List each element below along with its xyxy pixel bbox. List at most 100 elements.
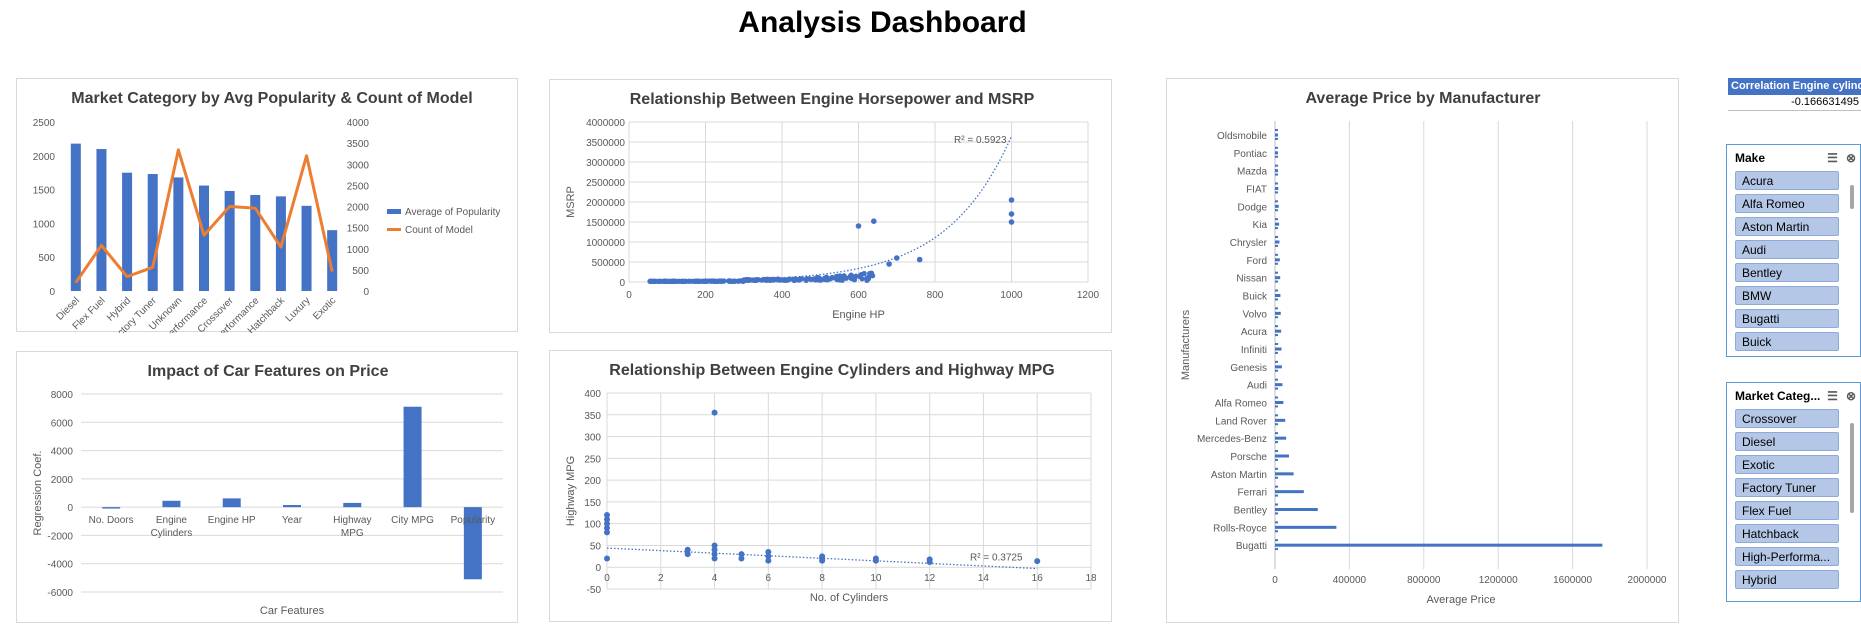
x-tick-label: Luxury: [284, 295, 313, 324]
bar-price-minor: [1275, 530, 1278, 533]
bar-price: [1275, 490, 1304, 494]
bar-price-minor: [1275, 476, 1278, 479]
bar-price-minor: [1275, 325, 1278, 328]
scatter-point: [737, 278, 744, 284]
y-tick-label: 1000: [33, 219, 56, 230]
x-tick-label: 2: [658, 573, 664, 584]
x-tick-label: 400: [774, 290, 791, 301]
scatter-point: [738, 551, 745, 558]
slicer-item[interactable]: Buick: [1735, 332, 1839, 351]
scatter-point: [859, 276, 865, 282]
scatter-point: [871, 218, 877, 224]
bar-price-minor: [1275, 450, 1278, 452]
y-tick-label: Nissan: [1236, 274, 1267, 285]
y-tick-label: Mercedes-Benz: [1197, 434, 1267, 445]
legend-label: Count of Model: [405, 225, 473, 236]
bar-price-minor: [1275, 548, 1278, 551]
slicer-item[interactable]: BMW: [1735, 286, 1839, 305]
bar-price-minor: [1275, 441, 1278, 444]
bar-price-minor: [1275, 458, 1278, 461]
bar-popularity: [122, 172, 133, 291]
bar-price: [1275, 258, 1280, 262]
y-tick-label: 150: [584, 498, 601, 509]
multi-select-icon[interactable]: ☰: [1827, 151, 1838, 165]
x-tick-label: Highway: [333, 515, 371, 526]
bar-price-minor: [1275, 298, 1278, 301]
slicer-item[interactable]: Alfa Romeo: [1735, 194, 1839, 213]
legend-swatch-popularity: [387, 209, 401, 214]
slicer-item[interactable]: Audi: [1735, 240, 1839, 259]
bar-price-minor: [1275, 387, 1278, 390]
bar-popularity: [96, 149, 107, 291]
y-tick-label: Buick: [1243, 292, 1268, 303]
slicer-item[interactable]: Acura: [1735, 171, 1839, 190]
x-tick-label: MPG: [341, 528, 364, 539]
scatter-point: [817, 277, 823, 283]
y-tick-label: 0: [67, 503, 73, 514]
clear-filter-icon[interactable]: ⊗: [1845, 151, 1856, 165]
x-tick-label: Cylinders: [151, 528, 193, 539]
y-tick-label: FIAT: [1246, 185, 1267, 196]
y-tick-label: -6000: [47, 588, 73, 599]
chart-title: Average Price by Manufacturer: [1305, 90, 1540, 107]
x-tick-label: Exotic: [311, 295, 338, 322]
car-features-chart: Impact of Car Features on Price -6000 -400…: [16, 351, 518, 623]
legend-swatch-count: [387, 228, 401, 231]
bar-price-minor: [1275, 289, 1278, 292]
bar-price-minor: [1275, 262, 1278, 265]
scatter-point: [837, 277, 843, 283]
scatter-point: [886, 261, 892, 267]
slicer-item[interactable]: High-Performa...: [1735, 547, 1839, 566]
bar-coefficient: [343, 502, 362, 508]
scatter-point: [680, 278, 686, 284]
slicer-item[interactable]: Bentley: [1735, 263, 1839, 282]
bar-price-minor: [1275, 414, 1278, 417]
x-tick-label: 0: [626, 290, 632, 301]
y2-tick-label: 500: [352, 266, 369, 277]
bar-price: [1275, 472, 1294, 476]
x-tick-label: 800000: [1407, 575, 1441, 586]
multi-select-icon[interactable]: ☰: [1827, 389, 1838, 403]
y-tick-label: Volvo: [1243, 309, 1268, 320]
slicer-item[interactable]: Diesel: [1735, 432, 1839, 451]
y-tick-label: 4000: [51, 447, 74, 458]
bar-price-minor: [1275, 244, 1278, 247]
y-tick-label: 3500000: [586, 138, 625, 149]
slicer-item[interactable]: Factory Tuner: [1735, 478, 1839, 497]
bar-price: [1275, 525, 1337, 529]
scatter-point: [916, 256, 923, 263]
make-slicer-scrollbar[interactable]: [1850, 185, 1854, 209]
legend-label: Average of Popularity: [405, 207, 500, 218]
bar-price: [1275, 383, 1283, 387]
slicer-item[interactable]: Flex Fuel: [1735, 501, 1839, 520]
slicer-item[interactable]: Aston Martin: [1735, 217, 1839, 236]
correlation-header[interactable]: Correlation Engine cylinders: [1728, 78, 1861, 95]
bar-price-minor: [1275, 494, 1278, 497]
scatter-point: [796, 277, 802, 283]
y2-tick-label: 3500: [347, 139, 370, 150]
scatter-point: [711, 409, 718, 416]
y-tick-label: 2500000: [586, 178, 625, 189]
clear-filter-icon[interactable]: ⊗: [1845, 389, 1856, 403]
y-tick-label: Rolls-Royce: [1213, 523, 1267, 534]
correlation-value[interactable]: -0.166631495: [1728, 95, 1861, 111]
scatter-point: [1034, 558, 1041, 565]
bar-price: [1275, 294, 1281, 297]
bar-price: [1275, 151, 1278, 155]
y-tick-label: Mazda: [1237, 167, 1267, 178]
market-slicer-scrollbar[interactable]: [1850, 423, 1854, 513]
bar-price-minor: [1275, 539, 1278, 542]
y-tick-label: Dodge: [1238, 202, 1268, 213]
bar-price: [1275, 133, 1278, 137]
bar-popularity: [250, 195, 261, 291]
scatter-point: [1008, 211, 1015, 217]
slicer-item[interactable]: Exotic: [1735, 455, 1839, 474]
bar-price-minor: [1275, 423, 1278, 426]
slicer-item[interactable]: Crossover: [1735, 409, 1839, 428]
slicer-item[interactable]: Bugatti: [1735, 309, 1839, 328]
scatter-point: [926, 556, 933, 563]
slicer-item[interactable]: Hatchback: [1735, 524, 1839, 543]
y-tick-label: 0: [619, 278, 625, 289]
bar-popularity: [199, 185, 209, 291]
slicer-item[interactable]: Hybrid: [1735, 570, 1839, 589]
